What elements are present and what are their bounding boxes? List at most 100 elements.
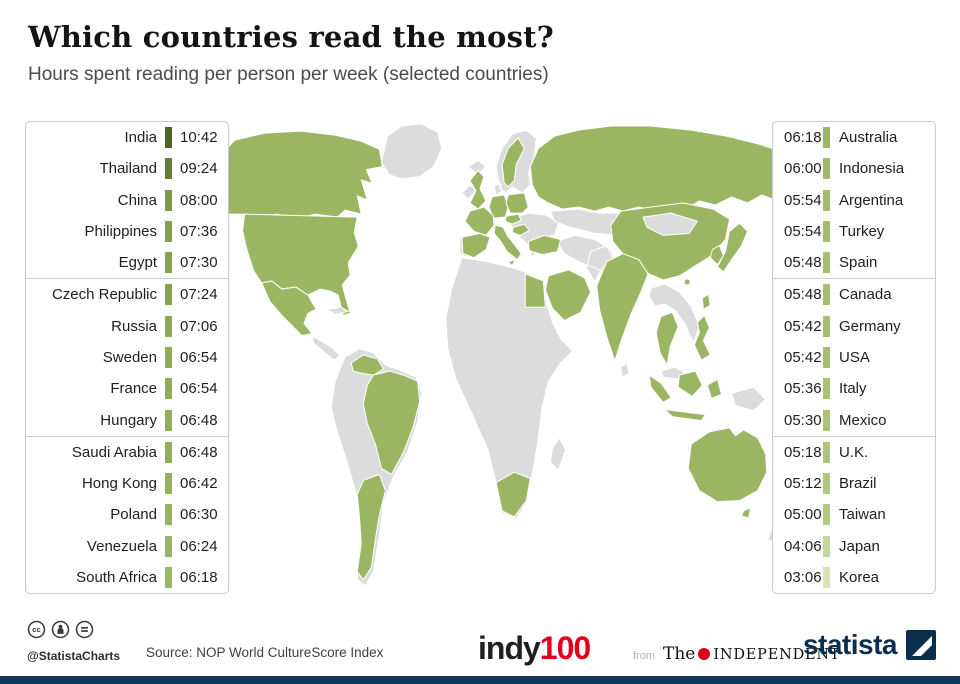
value-color-bar [823, 378, 830, 400]
country-label: Argentina [839, 191, 904, 209]
independent-dot-icon [698, 648, 711, 660]
map-hong-kong [683, 278, 691, 286]
map-canada [217, 130, 383, 219]
value-color-bar [165, 284, 172, 306]
statista-charts-handle: @StatistaCharts [27, 649, 121, 663]
time-value: 06:00 [784, 160, 822, 178]
map-south-africa [495, 471, 531, 518]
country-label: Mexico [839, 411, 887, 429]
map-uk [469, 170, 487, 210]
ranking-row: Saudi Arabia 06:48 [26, 435, 228, 468]
independent-logo-the: The [663, 644, 696, 664]
time-value: 05:42 [784, 317, 822, 335]
map-mexico [261, 280, 317, 337]
map-korea [709, 245, 724, 266]
ranking-row: Hong Kong 06:42 [26, 468, 228, 499]
map-usa [242, 213, 359, 316]
statista-wordmark: statista [802, 629, 898, 660]
value-color-bar [165, 346, 172, 368]
country-label: Egypt [118, 254, 157, 272]
country-label: Hungary [100, 411, 157, 429]
time-value: 03:06 [784, 568, 822, 586]
ranking-row: 05:18 U.K. [773, 435, 935, 468]
ranking-row: Egypt 07:30 [26, 247, 228, 278]
country-label: Russia [111, 317, 157, 335]
map-philippines [693, 314, 711, 361]
independent-logo: from The INDEPENDENT [633, 644, 840, 664]
value-color-bar [823, 346, 830, 368]
map-czech-republic [504, 213, 522, 225]
map-russia [529, 125, 809, 212]
value-color-bar [165, 409, 172, 431]
country-label: Sweden [102, 348, 157, 366]
svg-text:cc: cc [32, 625, 40, 634]
map-brazil [362, 370, 421, 475]
value-color-bar [823, 535, 830, 557]
bottom-brand-bar [0, 676, 960, 684]
statista-logo: statista [803, 629, 936, 661]
ranking-row: Sweden 06:54 [26, 342, 228, 373]
value-color-bar [165, 127, 172, 149]
country-label: Venezuela [86, 537, 157, 555]
indy100-logo-word: indy [478, 630, 541, 666]
ranking-row: 05:48 Canada [773, 278, 935, 310]
ranking-row: 05:54 Argentina [773, 185, 935, 216]
country-label: China [117, 191, 157, 209]
country-label: France [110, 380, 157, 398]
country-label: Hong Kong [81, 475, 157, 493]
ranking-row: 05:48 Spain [773, 247, 935, 278]
value-color-bar [165, 220, 172, 242]
value-color-bar [823, 441, 830, 463]
value-color-bar [165, 566, 172, 588]
ranking-row: Russia 07:06 [26, 311, 228, 342]
time-value: 07:36 [180, 222, 218, 240]
ranking-row: 04:06 Japan [773, 530, 935, 561]
source-credit: Source: NOP World CultureScore Index [146, 645, 384, 660]
value-color-bar [165, 504, 172, 526]
country-label: U.K. [839, 443, 869, 461]
value-color-bar [823, 189, 830, 211]
map-sweden [501, 137, 525, 188]
time-value: 05:36 [784, 380, 822, 398]
time-value: 05:48 [784, 286, 822, 304]
map-france [464, 206, 495, 236]
ranking-row: France 06:54 [26, 373, 228, 404]
time-value: 07:06 [180, 317, 218, 335]
time-value: 05:12 [784, 475, 822, 493]
time-value: 06:30 [180, 506, 218, 524]
ranking-row: 05:00 Taiwan [773, 499, 935, 530]
time-value: 05:54 [784, 191, 822, 209]
map-taiwan [701, 293, 711, 310]
map-egypt [524, 273, 546, 308]
time-value: 05:48 [784, 254, 822, 272]
creative-commons-icons: cc [27, 620, 94, 639]
ranking-row: Hungary 06:48 [26, 404, 228, 435]
time-value: 04:06 [784, 537, 822, 555]
ranking-row: Thailand 09:24 [26, 153, 228, 184]
ranking-row: India 10:42 [26, 122, 228, 153]
cc-by-person-icon [51, 620, 70, 639]
time-value: 05:54 [784, 222, 822, 240]
value-color-bar [165, 189, 172, 211]
ranking-row: 05:12 Brazil [773, 468, 935, 499]
country-label: USA [839, 348, 870, 366]
indy100-logo: indy100 [478, 630, 591, 667]
country-label: India [124, 129, 157, 147]
right-ranking-panel: 06:18 Australia 06:00 Indonesia 05:54 Argenti… [772, 121, 936, 594]
map-indonesia [648, 370, 722, 422]
world-choropleth-map [148, 122, 812, 608]
time-value: 06:18 [784, 129, 822, 147]
country-label: Saudi Arabia [71, 443, 157, 461]
map-poland [505, 192, 529, 214]
statista-logo-icon [906, 630, 936, 660]
value-color-bar [823, 127, 830, 149]
value-color-bar [165, 252, 172, 274]
from-label: from [633, 650, 655, 662]
value-color-bar [165, 158, 172, 180]
country-label: Czech Republic [51, 286, 157, 304]
ranking-row: 06:00 Indonesia [773, 153, 935, 184]
value-color-bar [823, 252, 830, 274]
country-label: Korea [839, 568, 880, 586]
value-color-bar [823, 220, 830, 242]
map-china [610, 202, 731, 281]
